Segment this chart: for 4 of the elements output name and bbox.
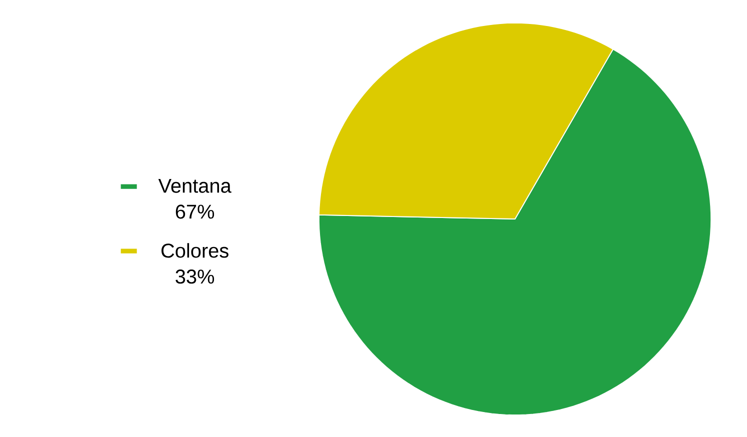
data-label: 67% bbox=[176, 204, 214, 219]
legend-label: Ventana bbox=[158, 178, 232, 193]
legend-label: Colores bbox=[162, 243, 228, 258]
data-label: 33% bbox=[176, 270, 214, 284]
